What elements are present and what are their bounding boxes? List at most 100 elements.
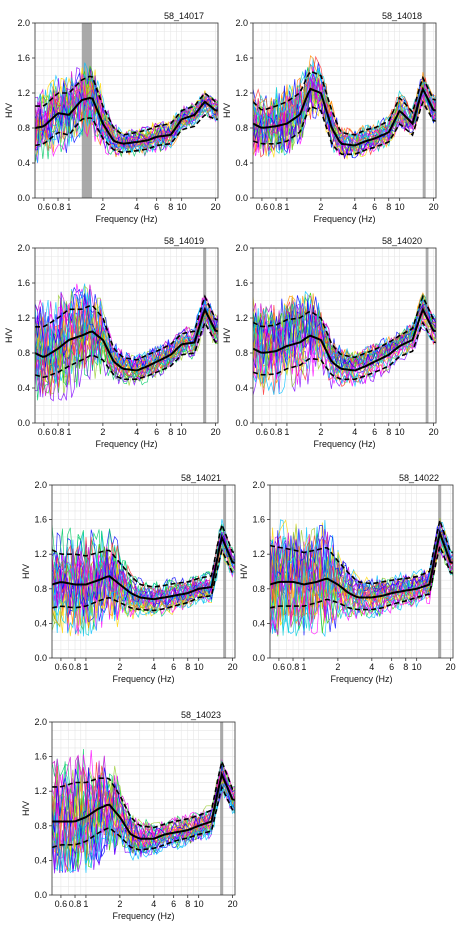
x-tick-label: 10 <box>177 427 187 437</box>
std-hv-curve <box>35 320 218 381</box>
y-tick-label: 0.8 <box>34 584 47 594</box>
hv-panel: 0.00.40.81.21.62.00.6 0.8 1 2 4 6 8 10 20Frequen… <box>4 236 221 449</box>
y-tick-label: 0.8 <box>235 348 248 358</box>
x-tick-label: 6 <box>372 427 377 437</box>
x-tick-label: 0.8 <box>270 202 283 212</box>
panel-title: 58_14022 <box>399 473 439 483</box>
x-tick-label: 10 <box>194 899 204 909</box>
y-tick-label: 1.2 <box>34 786 47 796</box>
window-trace <box>52 765 235 831</box>
window-trace <box>253 320 436 389</box>
x-tick-label: 2 <box>318 202 323 212</box>
y-tick-label: 0.8 <box>17 123 30 133</box>
plot-area <box>35 23 218 198</box>
window-trace <box>52 523 235 599</box>
x-tick-label: 1 <box>66 202 71 212</box>
x-tick-label: 6 <box>171 662 176 672</box>
y-tick-label: 1.2 <box>17 88 30 98</box>
plot-frame <box>51 721 236 896</box>
x-tick-label: 8 <box>185 899 190 909</box>
y-tick-label: 1.2 <box>235 313 248 323</box>
y-axis-label: H/V <box>4 103 14 118</box>
x-tick-label: 0.6 <box>256 427 269 437</box>
y-tick-label: 0.4 <box>252 618 265 628</box>
y-tick-label: 0.4 <box>17 158 30 168</box>
x-tick-label: 4 <box>352 202 357 212</box>
x-tick-label: 0.8 <box>69 662 82 672</box>
y-tick-label: 0.4 <box>17 383 30 393</box>
x-axis-label: Frequency (Hz) <box>95 214 157 224</box>
x-tick-label: 1 <box>284 427 289 437</box>
y-tick-label: 2.0 <box>34 480 47 490</box>
window-trace <box>52 538 235 613</box>
x-tick-label: 20 <box>211 427 221 437</box>
window-trace <box>253 298 436 371</box>
hv-panel: 0.00.40.81.21.62.00.6 0.8 1 2 4 6 8 10 20Frequen… <box>4 11 221 224</box>
peak-frequency-band <box>203 248 207 423</box>
x-tick-label: 10 <box>194 662 204 672</box>
window-trace <box>253 290 436 364</box>
x-tick-label: 0.8 <box>52 202 65 212</box>
window-trace <box>253 87 436 159</box>
x-tick-label: 1 <box>83 662 88 672</box>
x-tick-label: 10 <box>177 202 187 212</box>
x-tick-label: 6 <box>171 899 176 909</box>
x-tick-label: 10 <box>395 427 405 437</box>
y-tick-label: 1.2 <box>252 549 265 559</box>
panel-title: 58_14017 <box>164 11 204 21</box>
mean-hv-curve <box>270 529 453 599</box>
mean-hv-curve <box>35 307 218 372</box>
std-hv-curve <box>52 521 235 588</box>
x-tick-label: 0.8 <box>270 427 283 437</box>
y-axis-label: H/V <box>4 328 14 343</box>
x-tick-label: 0.8 <box>52 427 65 437</box>
x-tick-label: 4 <box>151 662 156 672</box>
x-tick-label: 0.6 <box>38 202 51 212</box>
window-trace <box>52 772 235 862</box>
y-tick-label: 1.2 <box>34 549 47 559</box>
x-tick-label: 8 <box>168 202 173 212</box>
std-hv-curve <box>253 70 436 136</box>
y-tick-label: 0.0 <box>235 418 248 428</box>
x-tick-label: 4 <box>352 427 357 437</box>
window-trace <box>35 79 218 147</box>
x-tick-label: 6 <box>389 662 394 672</box>
x-tick-label: 1 <box>66 427 71 437</box>
x-axis-label: Frequency (Hz) <box>313 214 375 224</box>
x-tick-label: 2 <box>335 662 340 672</box>
y-tick-label: 2.0 <box>235 243 248 253</box>
x-tick-label: 8 <box>168 427 173 437</box>
y-tick-label: 0.8 <box>252 584 265 594</box>
plot-frame <box>252 247 437 424</box>
y-tick-label: 0.4 <box>34 618 47 628</box>
y-axis-label: H/V <box>21 801 31 816</box>
hv-panel: 0.00.40.81.21.62.00.6 0.8 1 2 4 6 8 10 20Frequen… <box>222 11 439 224</box>
mean-hv-curve <box>253 86 436 147</box>
y-tick-label: 1.6 <box>235 278 248 288</box>
y-tick-label: 0.4 <box>235 158 248 168</box>
x-tick-label: 6 <box>154 202 159 212</box>
y-tick-label: 2.0 <box>235 18 248 28</box>
window-trace <box>270 525 453 592</box>
std-hv-curve <box>35 114 218 154</box>
plot-area <box>253 23 436 198</box>
window-trace <box>52 534 235 628</box>
hv-panel: 0.00.40.81.21.62.00.6 0.8 1 2 4 6 8 10 20Frequen… <box>21 710 238 921</box>
window-trace <box>52 783 235 874</box>
x-tick-label: 20 <box>429 202 439 212</box>
plot-frame <box>51 484 236 659</box>
x-tick-label: 8 <box>403 662 408 672</box>
peak-frequency-band <box>422 23 426 198</box>
window-trace <box>253 68 436 144</box>
y-tick-label: 2.0 <box>17 243 30 253</box>
std-hv-curve <box>35 75 218 136</box>
x-tick-label: 0.6 <box>273 662 286 672</box>
window-trace <box>52 539 235 608</box>
window-trace <box>52 754 235 841</box>
y-tick-label: 1.2 <box>17 313 30 323</box>
y-tick-label: 2.0 <box>34 717 47 727</box>
window-trace <box>52 537 235 632</box>
window-trace <box>270 540 453 635</box>
x-tick-label: 1 <box>301 662 306 672</box>
x-tick-label: 6 <box>154 427 159 437</box>
